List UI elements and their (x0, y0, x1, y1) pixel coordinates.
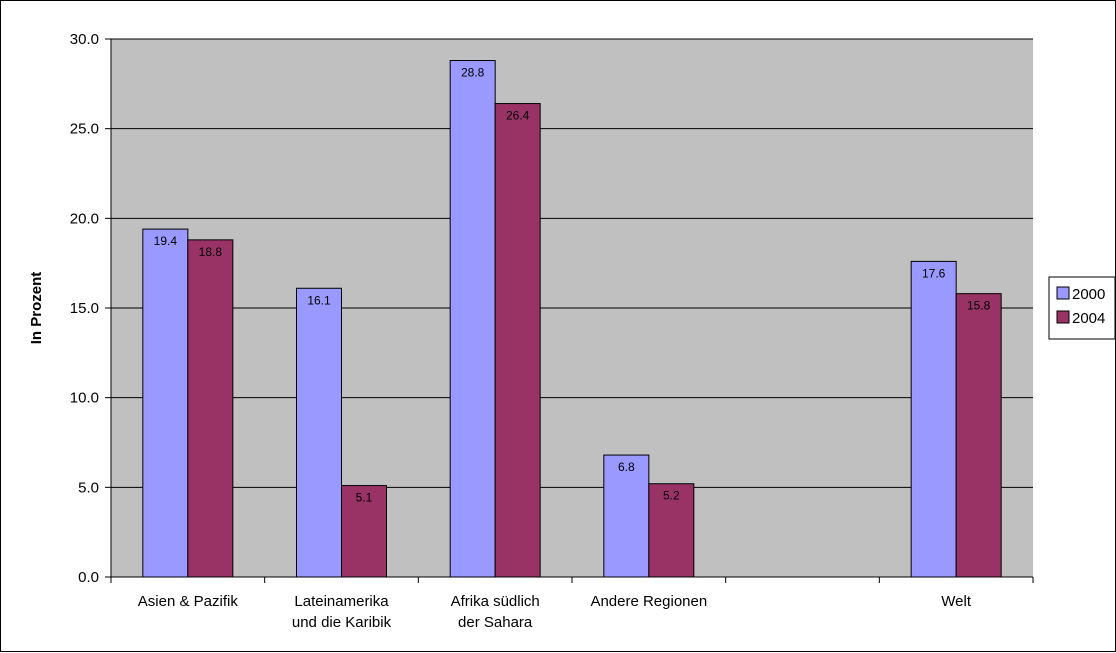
legend-entry: 2004 (1072, 310, 1105, 327)
data-label: 6.8 (618, 460, 635, 474)
axes (105, 38, 1034, 583)
x-tick-label: Afrika südlich (451, 593, 540, 610)
data-label: 26.4 (506, 109, 530, 123)
y-tick-label: 30.0 (70, 31, 99, 48)
data-label: 5.1 (356, 491, 373, 505)
legend-swatch (1056, 310, 1070, 324)
data-label: 16.1 (307, 293, 331, 307)
bar-2000 (603, 454, 650, 578)
x-tick-label: der Sahara (458, 614, 533, 631)
x-tick-label: und die Karibik (292, 614, 392, 631)
labels: 0.0 5.0 10.0 15.0 20.0 25.0 30.0 19.4 18.8 Asien … (70, 31, 991, 631)
y-tick-label: 10.0 (70, 390, 99, 407)
bars (142, 60, 1002, 578)
legend: 2000 2004 (1048, 276, 1116, 340)
y-tick-label: 25.0 (70, 121, 99, 138)
bar-2004 (955, 293, 1002, 578)
x-tick-label: Asien & Pazifik (138, 593, 239, 610)
bar-2004 (187, 239, 234, 578)
data-label: 18.8 (199, 245, 223, 259)
bar-2000 (296, 287, 342, 578)
x-tick-label: Welt (941, 593, 972, 610)
bar-2004 (648, 483, 695, 578)
bar-2000 (910, 260, 957, 578)
bar-2000 (142, 228, 189, 578)
data-label: 28.8 (461, 66, 485, 80)
y-tick-label: 20.0 (70, 210, 99, 227)
y-axis-label: In Prozent (28, 272, 45, 345)
legend-swatch (1056, 286, 1070, 300)
data-label: 5.2 (663, 489, 680, 503)
data-label: 17.6 (922, 266, 946, 280)
legend-entry: 2000 (1072, 286, 1105, 303)
bar-2004 (494, 103, 541, 578)
x-tick-label: Lateinamerika (294, 593, 389, 610)
gridlines (111, 38, 1033, 488)
data-label: 15.8 (967, 299, 991, 313)
y-tick-label: 0.0 (78, 569, 99, 586)
data-label: 19.4 (154, 234, 178, 248)
y-tick-label: 15.0 (70, 300, 99, 317)
bar-2000 (449, 60, 496, 578)
y-tick-label: 5.0 (78, 479, 99, 496)
x-tick-label: Andere Regionen (590, 593, 707, 610)
